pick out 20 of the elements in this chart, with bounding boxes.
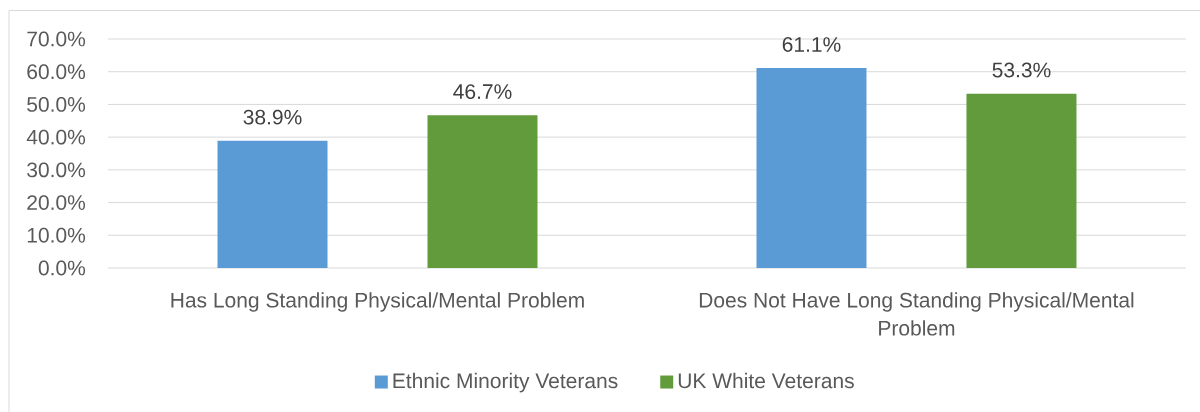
data-label: 38.9% bbox=[243, 109, 302, 125]
data-label: 61.1% bbox=[782, 37, 841, 52]
y-tick-label: 10.0% bbox=[27, 227, 86, 243]
legend-label: UK White Veterans bbox=[678, 372, 854, 389]
x-tick-label: Does Not Have Long Standing Physical/Mental Problem bbox=[699, 292, 1134, 336]
legend-label: Ethnic Minority Veterans bbox=[393, 372, 618, 393]
bar bbox=[756, 68, 867, 268]
bar bbox=[966, 93, 1077, 268]
y-tick-label: 40.0% bbox=[26, 129, 86, 145]
bar bbox=[427, 115, 538, 268]
y-tick-label: 60.0% bbox=[27, 64, 86, 80]
x-tick-label: Has Long Standing Physical/Mental Problem bbox=[171, 292, 584, 312]
bar bbox=[217, 140, 328, 268]
y-tick-label: 20.0% bbox=[27, 195, 86, 210]
y-tick-label: 30.0% bbox=[27, 162, 86, 178]
y-tick-label: 50.0% bbox=[27, 96, 86, 112]
data-label: 53.3% bbox=[992, 62, 1051, 78]
data-label: 46.7% bbox=[453, 84, 512, 100]
y-tick-label: 70.0% bbox=[27, 31, 86, 47]
y-tick-label: 0.0% bbox=[38, 260, 86, 276]
